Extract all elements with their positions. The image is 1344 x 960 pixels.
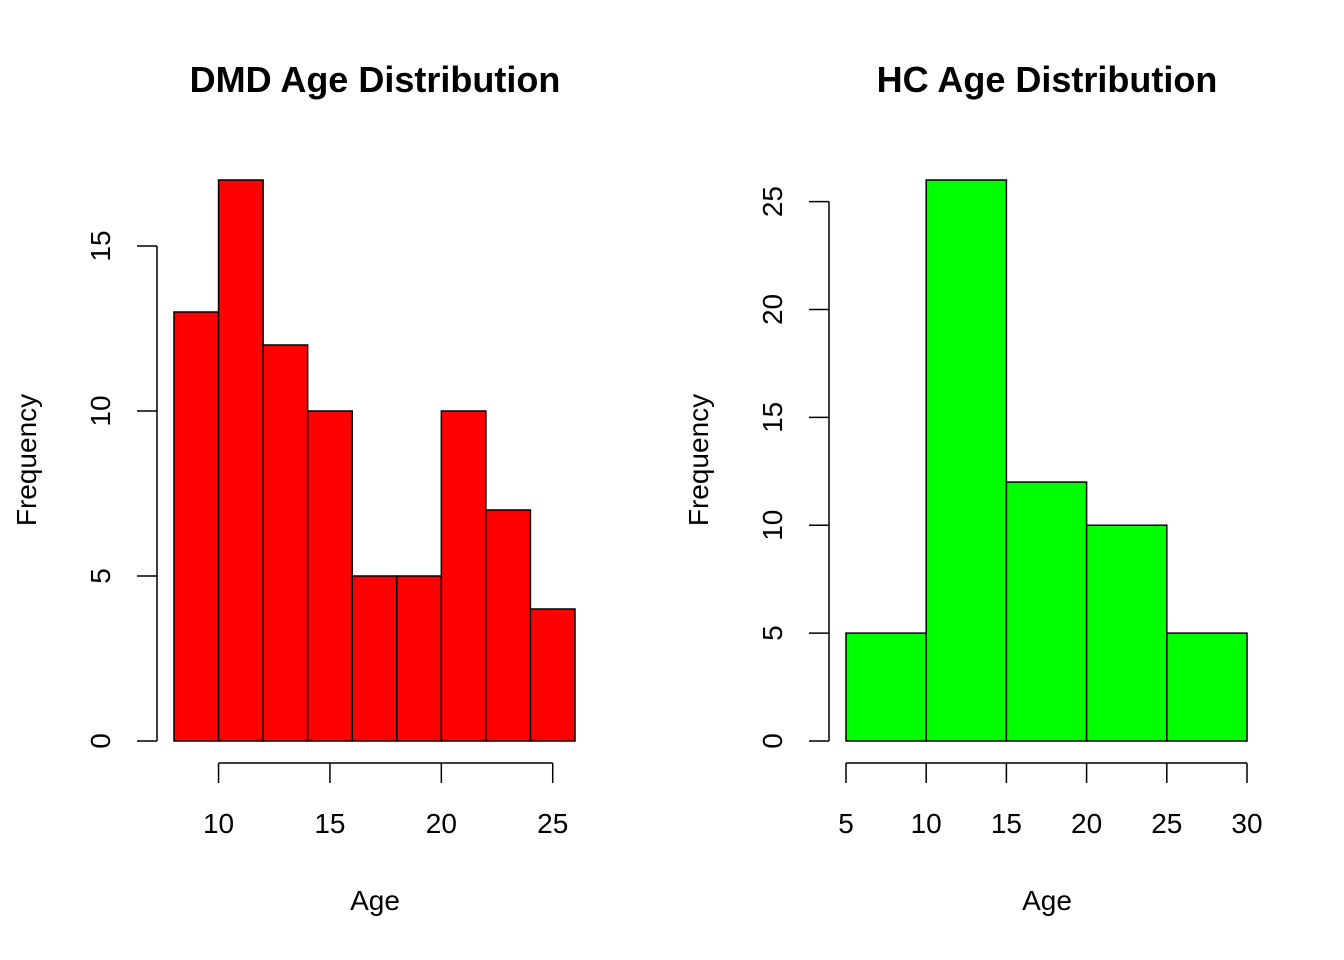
hc-x-tick-label-30: 30 xyxy=(1231,808,1262,839)
dmd-y-tick-label-15: 15 xyxy=(85,230,116,261)
hc-y-axis: 0 5 10 15 20 25 xyxy=(757,186,830,749)
hc-bar-20-25 xyxy=(1085,524,1168,742)
dmd-x-tick-label-10: 10 xyxy=(203,808,234,839)
dmd-bar-12-14 xyxy=(262,344,309,742)
hc-y-axis-label: Frequency xyxy=(683,394,714,526)
dmd-bar-10-12 xyxy=(217,179,264,742)
hc-bar-10-15 xyxy=(925,179,1008,742)
dmd-bar-22-24 xyxy=(485,509,532,742)
dmd-bar-8-10 xyxy=(173,311,220,742)
hc-y-tick-label-0: 0 xyxy=(757,733,788,749)
hc-x-tick-label-20: 20 xyxy=(1071,808,1102,839)
dmd-x-axis: 10 15 20 25 xyxy=(203,762,568,839)
hc-x-axis-label: Age xyxy=(1022,885,1072,916)
hc-x-tick-label-5: 5 xyxy=(838,808,854,839)
hc-y-tick-label-5: 5 xyxy=(757,625,788,641)
dmd-y-tick-label-0: 0 xyxy=(85,733,116,749)
hc-y-tick-label-10: 10 xyxy=(757,510,788,541)
dmd-x-tick-label-25: 25 xyxy=(537,808,568,839)
dmd-bar-14-16 xyxy=(306,410,353,742)
hc-x-tick-label-25: 25 xyxy=(1151,808,1182,839)
dmd-y-tick-label-5: 5 xyxy=(85,568,116,584)
hc-histogram-panel: HC Age Distribution Age Frequency 5 10 15 2… xyxy=(683,59,1263,916)
dmd-x-tick-label-15: 15 xyxy=(314,808,345,839)
dmd-y-axis-label: Frequency xyxy=(11,394,42,526)
hc-bar-5-10 xyxy=(845,632,927,742)
hc-bars xyxy=(845,179,1248,742)
hc-chart-title: HC Age Distribution xyxy=(877,59,1218,100)
dmd-bar-18-20 xyxy=(396,575,443,742)
dmd-y-tick-label-10: 10 xyxy=(85,395,116,426)
hc-bar-15-20 xyxy=(1005,481,1088,742)
hc-y-tick-label-25: 25 xyxy=(757,186,788,217)
dmd-chart-title: DMD Age Distribution xyxy=(190,59,561,100)
hc-y-tick-label-20: 20 xyxy=(757,294,788,325)
dmd-x-axis-label: Age xyxy=(350,885,400,916)
dmd-bars xyxy=(173,179,576,742)
hc-x-tick-label-15: 15 xyxy=(991,808,1022,839)
dmd-bar-24-26 xyxy=(529,608,576,742)
hc-x-axis: 5 10 15 20 25 30 xyxy=(838,762,1263,839)
dmd-histogram-panel: DMD Age Distribution Age Frequency 10 15 2… xyxy=(11,59,576,916)
dmd-x-tick-label-20: 20 xyxy=(426,808,457,839)
hc-x-tick-label-10: 10 xyxy=(911,808,942,839)
hc-bar-25-30 xyxy=(1166,632,1248,742)
dmd-y-axis: 0 5 10 15 xyxy=(85,230,158,749)
dmd-bar-16-18 xyxy=(351,575,398,742)
dmd-bar-20-22 xyxy=(440,410,487,742)
hc-y-tick-label-15: 15 xyxy=(757,402,788,433)
